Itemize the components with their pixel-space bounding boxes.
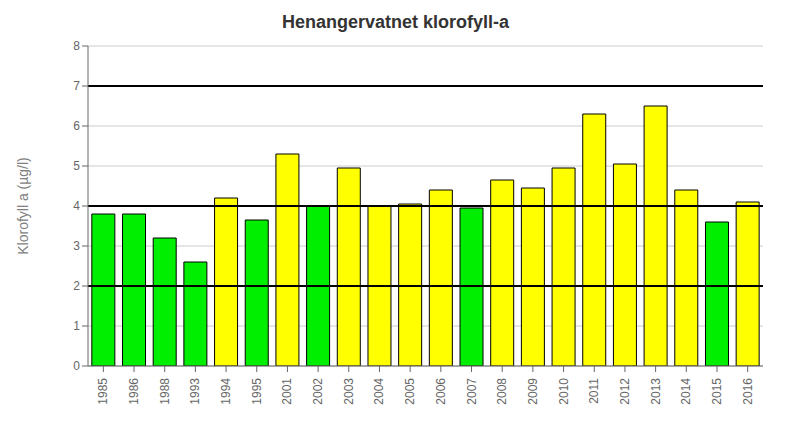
svg-text:2015: 2015 [710, 378, 724, 405]
svg-text:1: 1 [73, 319, 80, 333]
svg-text:2007: 2007 [465, 378, 479, 405]
svg-text:2001: 2001 [280, 378, 294, 405]
svg-text:8: 8 [73, 39, 80, 53]
svg-text:1986: 1986 [127, 378, 141, 405]
svg-text:2002: 2002 [311, 378, 325, 405]
svg-text:2014: 2014 [679, 378, 693, 405]
svg-text:2004: 2004 [372, 378, 386, 405]
svg-text:5: 5 [73, 159, 80, 173]
svg-text:6: 6 [73, 119, 80, 133]
svg-text:1995: 1995 [250, 378, 264, 405]
svg-text:2: 2 [73, 279, 80, 293]
svg-text:4: 4 [73, 199, 80, 213]
svg-text:2005: 2005 [403, 378, 417, 405]
svg-text:2008: 2008 [495, 378, 509, 405]
svg-text:2009: 2009 [526, 378, 540, 405]
svg-text:1993: 1993 [188, 378, 202, 405]
svg-text:3: 3 [73, 239, 80, 253]
svg-text:2013: 2013 [649, 378, 663, 405]
svg-text:2010: 2010 [557, 378, 571, 405]
svg-text:2016: 2016 [741, 378, 755, 405]
svg-text:2003: 2003 [342, 378, 356, 405]
html-text:Henangervatnet klorofyll-a: Henangervatnet klorofyll-a [282, 12, 509, 32]
svg-text:2006: 2006 [434, 378, 448, 405]
svg-text:1985: 1985 [96, 378, 110, 405]
svg-text:Klorofyll a (µg/l): Klorofyll a (µg/l) [15, 157, 31, 255]
svg-text:0: 0 [73, 359, 80, 373]
svg-text:2011: 2011 [587, 378, 601, 404]
svg-text:7: 7 [73, 79, 80, 93]
svg-text:2012: 2012 [618, 378, 632, 405]
svg-text:1994: 1994 [219, 378, 233, 405]
svg-text:1988: 1988 [158, 378, 172, 405]
